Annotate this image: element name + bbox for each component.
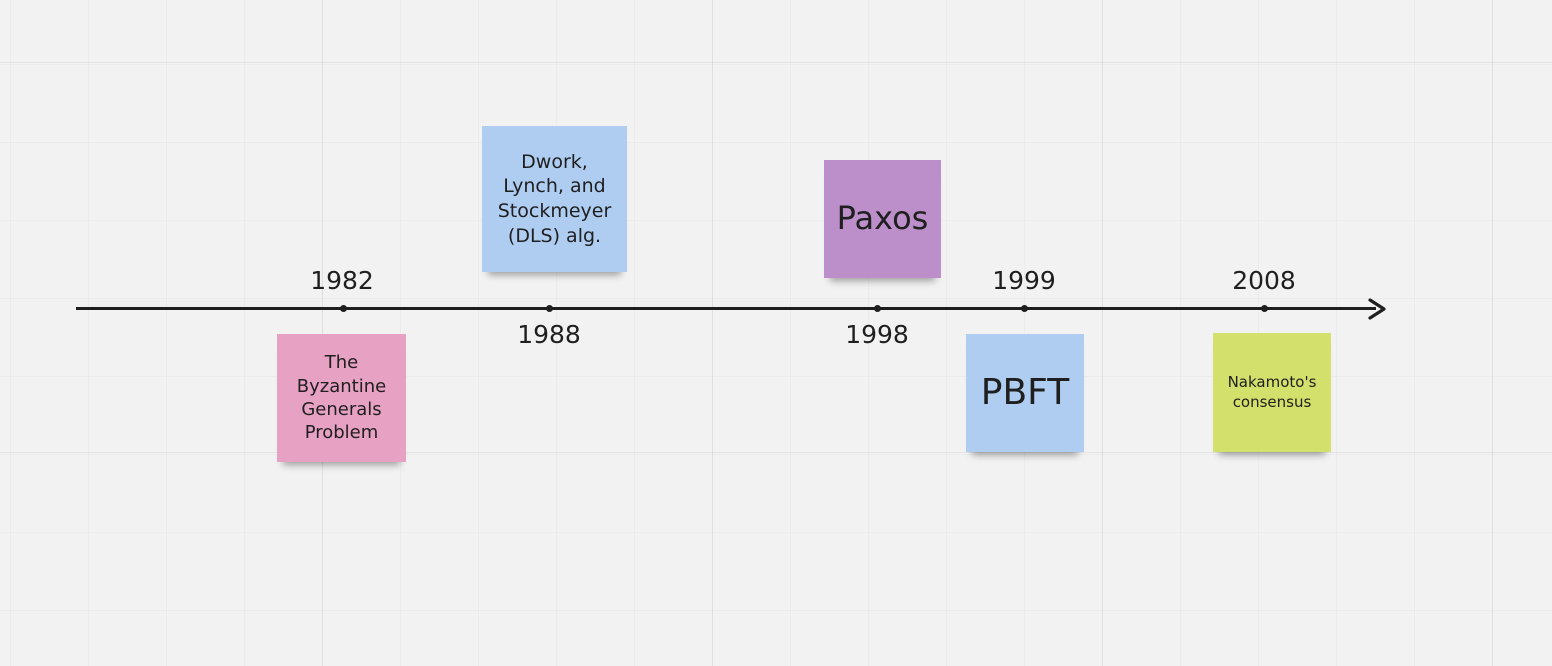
sticky-note-pbft[interactable]: PBFT bbox=[966, 334, 1084, 452]
timeline-marker-2008 bbox=[1261, 305, 1268, 312]
year-label-2008: 2008 bbox=[1232, 266, 1296, 295]
arrow-head-icon bbox=[1368, 298, 1386, 320]
sticky-note-text: PBFT bbox=[980, 371, 1070, 413]
timeline-marker-1988 bbox=[546, 305, 553, 312]
year-label-1982: 1982 bbox=[310, 266, 374, 295]
timeline-axis[interactable] bbox=[76, 307, 1376, 310]
sticky-note-dls-algorithm[interactable]: Dwork, Lynch, and Stockmeyer (DLS) alg. bbox=[482, 126, 627, 272]
sticky-note-nakamoto-consensus[interactable]: Nakamoto's consensus bbox=[1213, 333, 1331, 452]
timeline-marker-1982 bbox=[340, 305, 347, 312]
year-label-1998: 1998 bbox=[845, 320, 909, 349]
sticky-note-byzantine-generals[interactable]: The Byzantine Generals Problem bbox=[277, 334, 406, 462]
sticky-note-text: Dwork, Lynch, and Stockmeyer (DLS) alg. bbox=[497, 150, 612, 247]
sticky-note-text: Nakamoto's consensus bbox=[1227, 373, 1317, 411]
sticky-note-text: The Byzantine Generals Problem bbox=[296, 352, 387, 444]
year-label-1988: 1988 bbox=[517, 320, 581, 349]
sticky-note-paxos[interactable]: Paxos bbox=[824, 160, 941, 278]
sticky-note-text: Paxos bbox=[836, 199, 929, 238]
timeline-marker-1999 bbox=[1021, 305, 1028, 312]
year-label-1999: 1999 bbox=[992, 266, 1056, 295]
timeline-marker-1998 bbox=[874, 305, 881, 312]
